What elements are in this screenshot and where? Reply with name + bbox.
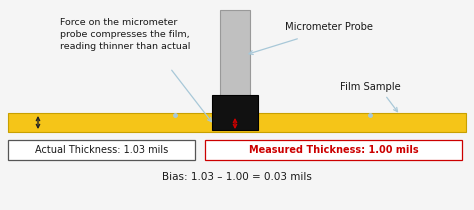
Bar (205, 140, 462, 160)
Text: Actual Thickness: 1.03 mils: Actual Thickness: 1.03 mils (35, 145, 168, 155)
Text: Force on the micrometer
probe compresses the film,
reading thinner than actual: Force on the micrometer probe compresses… (60, 18, 191, 51)
Bar (220, 10, 250, 113)
Text: Bias: 1.03 – 1.00 = 0.03 mils: Bias: 1.03 – 1.00 = 0.03 mils (162, 172, 312, 182)
Text: Measured Thickness: 1.00 mils: Measured Thickness: 1.00 mils (249, 145, 419, 155)
Text: Film Sample: Film Sample (340, 82, 401, 92)
Bar (212, 95, 258, 130)
Bar (8, 113, 466, 132)
Text: Micrometer Probe: Micrometer Probe (285, 22, 373, 32)
Bar (8, 140, 195, 160)
